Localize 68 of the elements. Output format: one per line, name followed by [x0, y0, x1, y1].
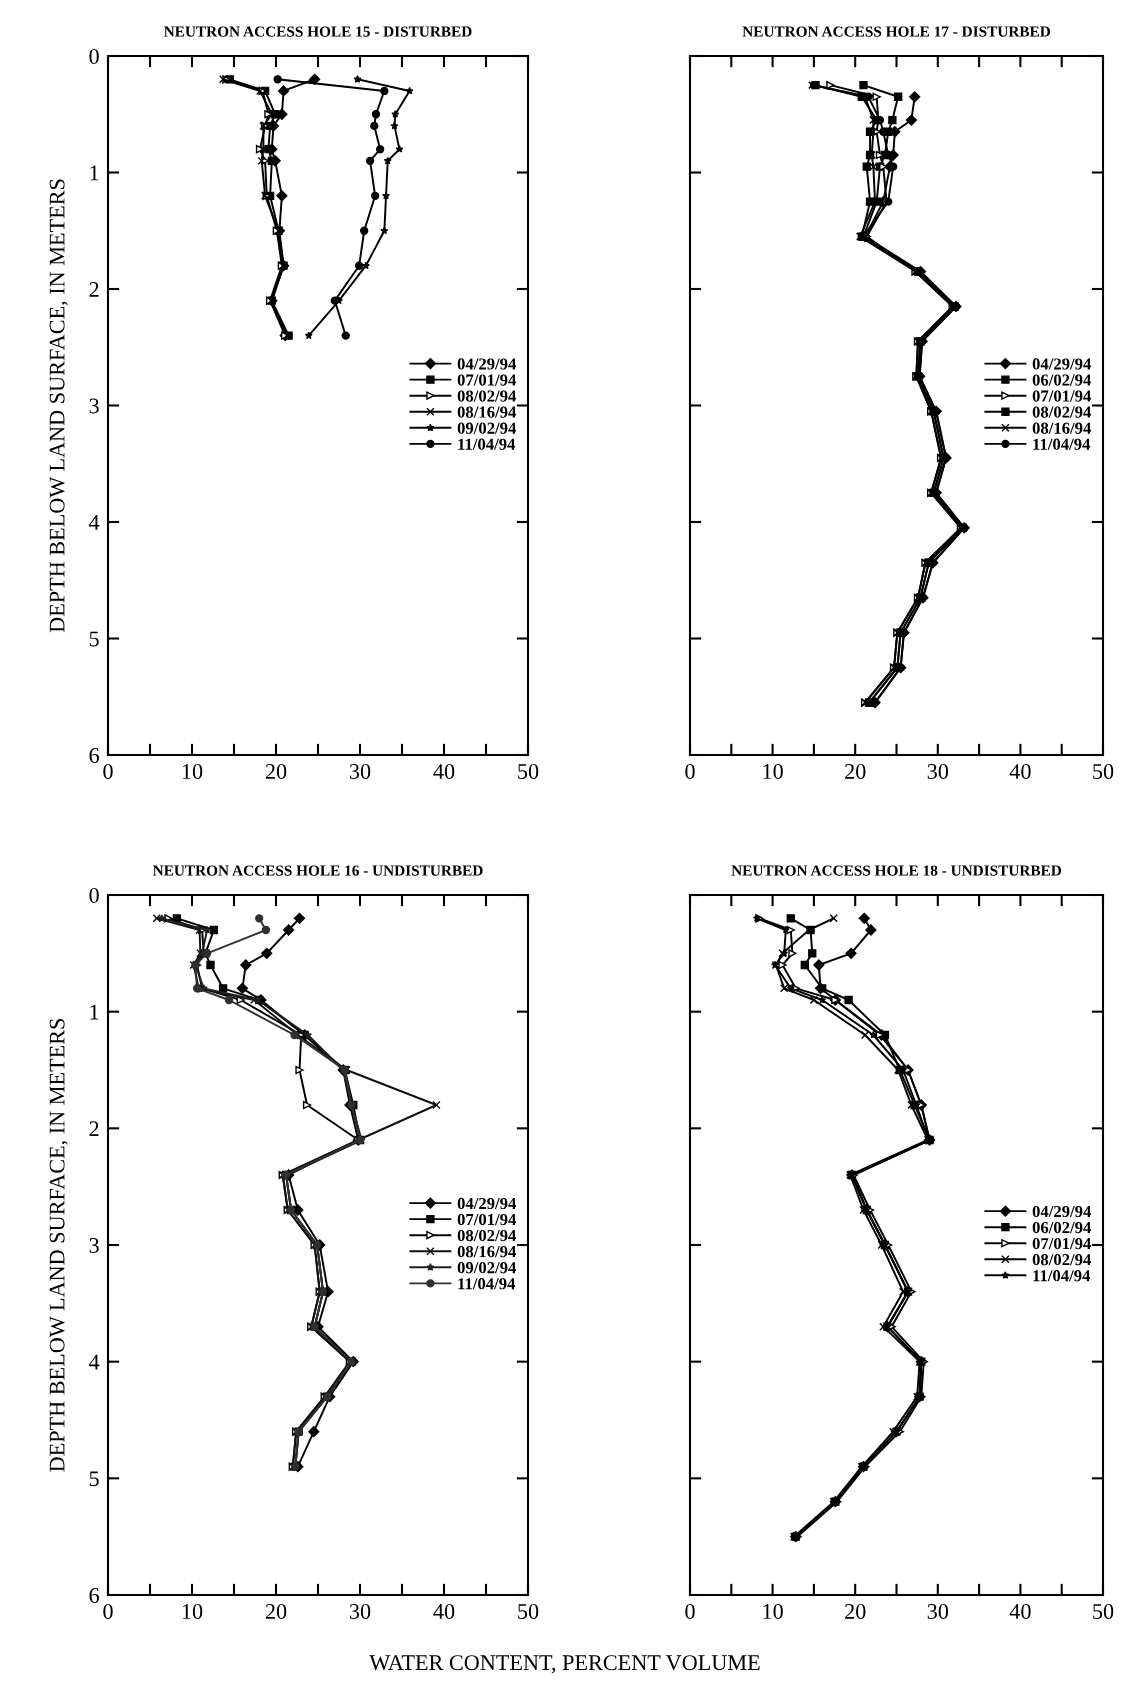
chart-title: NEUTRON ACCESS HOLE 15 - DISTURBED	[163, 26, 472, 37]
y-tick-label: 0	[89, 887, 99, 903]
y-tick-label: 1	[90, 1004, 99, 1020]
x-tick-label: 40	[1009, 763, 1031, 779]
x-tick-label: 40	[1009, 1603, 1031, 1619]
legend-label: 11/04/94	[1033, 1270, 1091, 1282]
legend-label: 04/29/94	[457, 358, 517, 370]
legend-label: 11/04/94	[458, 438, 516, 450]
y-tick-label: 6	[89, 747, 99, 763]
x-axis-title: WATER CONTENT, PERCENT VOLUME	[369, 1655, 760, 1674]
legend-label: 07/01/94	[1032, 1237, 1092, 1250]
legend-label: 11/04/94	[1033, 438, 1091, 450]
x-tick-label: 50	[518, 1603, 539, 1619]
x-tick-label: 30	[349, 1603, 371, 1619]
x-tick-label: 0	[685, 763, 695, 779]
legend-label: 08/16/94	[1032, 422, 1092, 434]
legend-label: 11/04/94	[458, 1278, 516, 1290]
legend-label: 04/29/94	[1032, 358, 1092, 370]
legend-label: 07/01/94	[1032, 390, 1092, 402]
legend-label: 04/29/94	[1032, 1205, 1092, 1218]
x-tick-label: 10	[763, 763, 783, 779]
x-tick-label: 0	[103, 1603, 113, 1619]
x-tick-label: 30	[927, 763, 949, 779]
x-tick-label: 50	[1093, 763, 1114, 779]
x-tick-label: 30	[349, 763, 371, 779]
legend-label: 06/02/94	[1032, 1221, 1092, 1234]
legend-label: 08/02/94	[1032, 406, 1092, 418]
y-tick-label: 3	[89, 398, 99, 414]
x-tick-label: 10	[763, 1603, 783, 1619]
y-tick-label: 5	[89, 631, 99, 647]
y-tick-label: 1	[90, 165, 99, 181]
x-tick-label: 50	[518, 763, 539, 779]
x-tick-label: 20	[265, 1603, 287, 1619]
chart-title: NEUTRON ACCESS HOLE 18 - UNDISTURBED	[731, 865, 1062, 876]
y-axis-title: DEPTH BELOW LAND SURFACE, IN METERS	[49, 179, 68, 633]
x-tick-label: 10	[182, 763, 203, 779]
y-tick-label: 4	[88, 1354, 100, 1370]
x-tick-label: 10	[182, 1603, 203, 1619]
y-tick-label: 2	[89, 281, 99, 297]
x-tick-label: 0	[103, 763, 113, 779]
legend-label: 04/29/94	[457, 1197, 517, 1210]
y-tick-label: 6	[89, 1587, 99, 1603]
legend-label: 07/01/94	[457, 374, 517, 386]
chart-title: NEUTRON ACCESS HOLE 17 - DISTURBED	[742, 26, 1051, 37]
legend-label: 06/02/94	[1032, 374, 1092, 386]
legend-label: 08/02/94	[457, 390, 517, 402]
x-tick-label: 40	[433, 763, 455, 779]
legend-label: 09/02/94	[457, 1262, 517, 1274]
y-tick-label: 5	[89, 1471, 99, 1487]
y-axis-title: DEPTH BELOW LAND SURFACE, IN METERS	[49, 1018, 68, 1472]
chart-title: NEUTRON ACCESS HOLE 16 - UNDISTURBED	[152, 865, 483, 876]
legend-label: 09/02/94	[457, 422, 517, 434]
y-tick-label: 0	[89, 48, 99, 64]
x-tick-label: 50	[1093, 1603, 1114, 1619]
x-tick-label: 20	[845, 763, 866, 779]
x-tick-label: 40	[433, 1603, 455, 1619]
x-tick-label: 30	[927, 1603, 949, 1619]
x-tick-label: 20	[845, 1603, 866, 1619]
legend-label: 08/02/94	[1032, 1254, 1092, 1266]
x-tick-label: 0	[685, 1603, 695, 1619]
legend-label: 08/16/94	[457, 406, 517, 418]
y-tick-label: 3	[89, 1237, 99, 1253]
y-tick-label: 4	[88, 515, 100, 530]
y-tick-label: 2	[89, 1121, 99, 1137]
legend-label: 08/16/94	[457, 1246, 517, 1258]
legend-label: 08/02/94	[457, 1229, 517, 1242]
legend-label: 07/01/94	[457, 1213, 517, 1226]
x-tick-label: 20	[265, 763, 287, 779]
